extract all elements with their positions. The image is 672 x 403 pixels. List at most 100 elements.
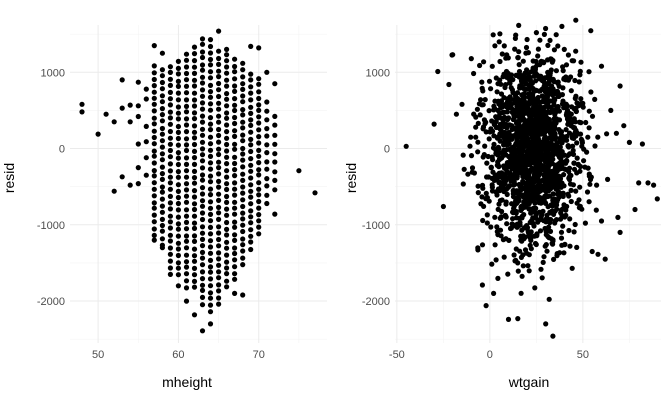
data-point [555,43,561,49]
data-point [248,227,254,233]
data-point [530,167,537,173]
data-point [478,97,484,103]
data-point [151,226,157,232]
data-point [256,95,262,102]
data-point [224,226,230,232]
data-point [507,80,513,86]
data-point [566,176,573,183]
data-point [535,53,541,59]
data-point [256,180,262,186]
data-point [224,206,230,212]
data-point [248,117,254,123]
data-point [558,207,564,213]
data-point [151,237,157,243]
data-point [143,172,149,178]
data-point [468,153,475,159]
data-point [199,282,206,288]
data-point [256,102,262,108]
data-point [632,206,638,213]
data-point [566,112,572,118]
data-point [544,145,550,151]
data-point [571,229,577,235]
data-point [540,106,546,112]
data-point [489,154,495,160]
data-point [248,110,254,116]
data-point [199,328,206,334]
data-point [256,120,262,126]
data-point [119,105,125,111]
data-point [502,147,508,154]
data-point [513,257,519,263]
panel-mheight-y-ticks: -2000 -1000 0 1000 [37,67,65,308]
data-point [207,231,214,237]
data-point [151,128,157,134]
data-point [175,97,181,103]
data-point [191,168,198,174]
data-point [159,176,165,182]
data-point [556,117,563,123]
data-point [224,141,230,148]
data-point [518,254,525,260]
data-point [553,68,560,74]
data-point [575,162,581,168]
data-point [191,77,198,83]
panel-wtgain-x-ticks: -50 0 50 [389,349,589,361]
data-point [578,59,584,65]
data-point [207,101,214,107]
data-point [493,151,499,157]
data-point [538,187,545,193]
data-point [232,83,238,89]
data-point [478,201,484,207]
data-point [240,190,246,196]
data-point [453,111,459,117]
data-point [248,246,254,253]
data-point [232,63,238,70]
data-point [435,68,441,75]
data-point [175,233,181,239]
data-point [167,174,173,180]
data-point [511,149,518,155]
data-point [224,154,230,160]
data-point [240,138,246,144]
data-point [586,125,592,131]
data-point [207,160,214,166]
data-point [512,209,518,215]
data-point [552,168,559,174]
data-point [151,95,157,101]
data-point [191,83,198,89]
data-point [191,58,198,64]
data-point [207,43,214,50]
data-point [207,238,214,244]
data-point [232,219,238,225]
data-point [159,236,165,242]
data-point [175,58,181,64]
data-point [199,191,206,197]
data-point [533,215,539,221]
data-point [264,133,270,139]
data-point [224,83,230,89]
data-point [175,142,181,148]
data-point [216,106,222,112]
data-point [272,211,278,217]
data-point [516,74,522,80]
data-point [512,35,519,42]
data-point [167,206,173,212]
data-point [216,126,222,133]
data-point [199,93,206,99]
data-point [224,46,230,53]
data-point [248,122,254,128]
data-point [183,70,190,77]
data-point [573,48,579,54]
data-point [602,256,608,262]
data-point [127,119,133,125]
data-point [541,121,547,127]
data-point [264,69,270,75]
data-point [175,207,181,213]
data-point [460,181,466,187]
data-point [232,250,238,257]
data-point [216,74,222,80]
data-point [538,266,544,272]
data-point [573,188,579,194]
data-point [207,62,214,68]
data-point [256,107,262,113]
